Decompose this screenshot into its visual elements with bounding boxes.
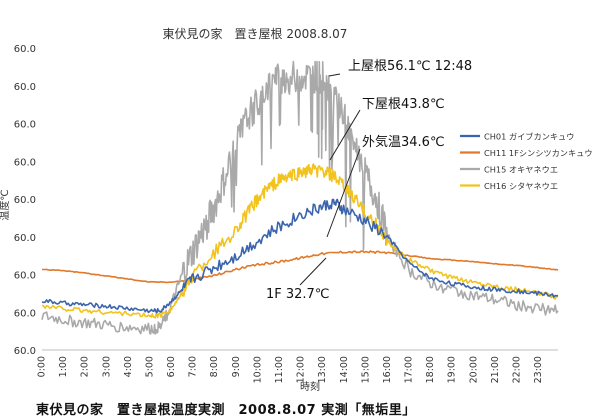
legend-label: CH16 シタヤネウエ	[484, 181, 558, 191]
x-tick-label: 21:00	[490, 356, 501, 383]
x-tick-label: 4:00	[123, 356, 134, 377]
x-tick-label: 14:00	[339, 356, 350, 383]
x-axis-label: 時刻	[300, 380, 320, 393]
series-line-ch11	[42, 250, 559, 284]
series-line-ch16	[41, 163, 559, 319]
x-tick-label: 10:00	[252, 356, 263, 383]
x-tick-label: 22:00	[511, 356, 522, 383]
annotation-leader-line	[326, 148, 361, 238]
x-tick-label: 20:00	[468, 356, 479, 383]
annotation-label: 外気温34.6℃	[362, 134, 445, 150]
x-tick-label: 16:00	[382, 356, 393, 383]
figure-caption: 東伏見の家 置き屋根温度実測 2008.8.07 実測「無垢里」	[36, 403, 416, 418]
x-tick-label: 12:00	[296, 356, 307, 383]
y-tick-label: 60.0	[14, 195, 36, 206]
x-tick-label: 18:00	[425, 356, 436, 383]
annotation-leader-line	[328, 73, 341, 77]
y-tick-label: 60.0	[14, 233, 36, 244]
annotation-label: 1F 32.7℃	[266, 287, 329, 302]
x-tick-label: 11:00	[274, 356, 285, 383]
y-tick-label: 60.0	[14, 82, 36, 93]
x-tick-label: 17:00	[404, 356, 415, 383]
annotation-label: 下屋根43.8℃	[362, 97, 445, 112]
x-tick-label: 23:00	[533, 356, 544, 383]
series-line-ch01	[41, 198, 559, 314]
y-tick-label: 60.0	[14, 346, 36, 357]
x-tick-label: 13:00	[317, 356, 328, 383]
chart-title: 東伏見の家 置き屋根 2008.8.07	[163, 26, 348, 41]
legend: CH01 ガイブカンキュウ CH11 1Fシンシツカンキュウ CH15 オキヤネウエ…	[460, 132, 593, 191]
x-tick-labels: 0:00 1:00 2:00 3:00 4:00 5:00 6:00 7:00 8:00 9:00…	[37, 356, 545, 383]
legend-label: CH11 1Fシンシツカンキュウ	[484, 148, 593, 158]
y-tick-label: 60.0	[14, 120, 36, 131]
annotation-label: 上屋根56.1℃ 12:48	[348, 59, 472, 74]
legend-label: CH01 ガイブカンキュウ	[484, 132, 574, 142]
x-tick-label: 7:00	[188, 356, 199, 377]
y-tick-label: 60.0	[14, 44, 36, 55]
x-tick-label: 1:00	[58, 356, 69, 377]
y-tick-label: 60.0	[14, 308, 36, 319]
x-tick-label: 5:00	[144, 356, 155, 377]
y-axis-label: 温度℃	[0, 189, 11, 220]
annotation-layer: 上屋根56.1℃ 12:48 下屋根43.8℃ 外気温34.6℃ 1F 32.7℃	[266, 59, 472, 302]
legend-label: CH15 オキヤネウエ	[484, 165, 558, 175]
series-layer	[41, 60, 559, 335]
y-tick-labels: 60.0 60.0 60.0 60.0 60.0 60.0 60.0 60.0 60.0	[14, 44, 36, 357]
series-line-ch15	[41, 60, 559, 335]
y-tick-label: 60.0	[14, 157, 36, 168]
x-tick-label: 8:00	[209, 356, 220, 377]
x-tick-label: 3:00	[101, 356, 112, 377]
x-tick-label: 15:00	[360, 356, 371, 383]
annotation-leader-line	[329, 109, 361, 161]
x-tick-label: 6:00	[166, 356, 177, 377]
x-tick-label: 2:00	[80, 356, 91, 377]
x-tick-label: 9:00	[231, 356, 242, 377]
x-tick-label: 19:00	[447, 356, 458, 383]
annotation-leader-line	[299, 257, 327, 286]
y-tick-label: 60.0	[14, 271, 36, 282]
x-tick-label: 0:00	[37, 356, 48, 377]
